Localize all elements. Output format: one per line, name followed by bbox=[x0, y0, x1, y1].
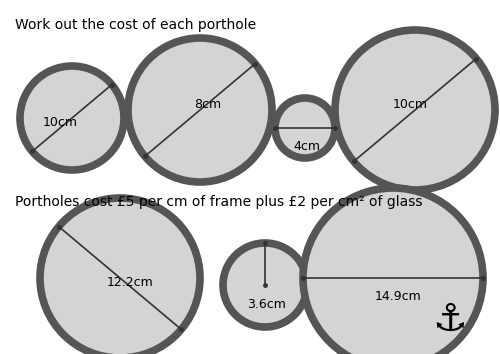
Text: 10cm: 10cm bbox=[42, 116, 78, 130]
Ellipse shape bbox=[275, 98, 335, 158]
Text: 10cm: 10cm bbox=[392, 98, 428, 112]
Text: Work out the cost of each porthole: Work out the cost of each porthole bbox=[15, 18, 256, 32]
Ellipse shape bbox=[20, 66, 124, 170]
Ellipse shape bbox=[128, 38, 272, 182]
Text: 14.9cm: 14.9cm bbox=[374, 290, 422, 303]
Text: 4cm: 4cm bbox=[294, 139, 320, 153]
Text: 3.6cm: 3.6cm bbox=[248, 298, 286, 312]
Ellipse shape bbox=[40, 198, 200, 354]
Text: ⚓: ⚓ bbox=[432, 301, 468, 339]
Text: Portholes cost £5 per cm of frame plus £2 per cm² of glass: Portholes cost £5 per cm of frame plus £… bbox=[15, 195, 422, 209]
Ellipse shape bbox=[303, 188, 483, 354]
Text: 8cm: 8cm bbox=[194, 98, 222, 112]
Ellipse shape bbox=[335, 30, 495, 190]
Text: 12.2cm: 12.2cm bbox=[106, 276, 154, 290]
Ellipse shape bbox=[223, 243, 307, 327]
